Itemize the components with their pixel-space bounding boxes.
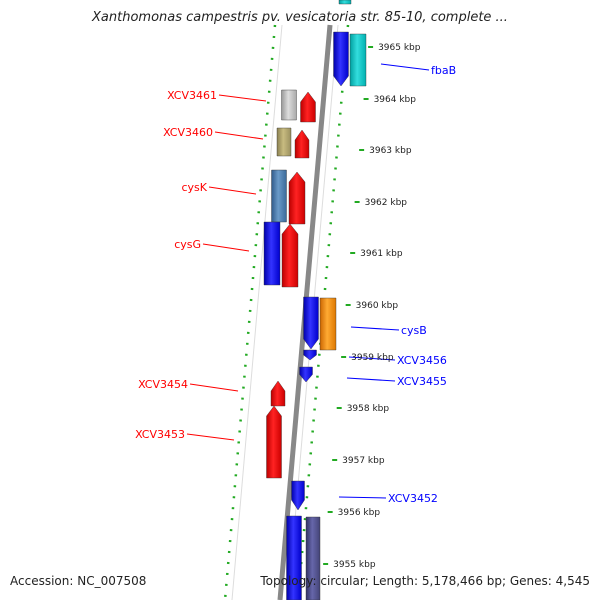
tick-label: 3963 kbp bbox=[369, 146, 412, 156]
leader-xcv3452 bbox=[338, 496, 387, 499]
gene-label-xcv3454: XCV3454 bbox=[138, 378, 188, 391]
gene-label-xcv3460: XCV3460 bbox=[163, 126, 213, 139]
ring-boundary-inner-left bbox=[231, 24, 283, 600]
leader-cysg bbox=[202, 243, 250, 252]
tick-label: 3956 kbp bbox=[338, 508, 381, 518]
gene-feature-cysk-cds bbox=[271, 169, 287, 223]
map-title: Xanthomonas campestris pv. vesicatoria s… bbox=[92, 10, 508, 25]
tick-label: 3957 kbp bbox=[342, 456, 385, 466]
leader-cysk bbox=[208, 186, 257, 195]
ring-boundary-outer-left bbox=[223, 24, 277, 600]
gene-label-xcv3452: XCV3452 bbox=[388, 492, 438, 505]
kbp-tick-labels: 3965 kbp 3964 kbp 3963 kbp 3962 kbp 3961 kbp… bbox=[323, 43, 421, 570]
accession-text: Accession: NC_007508 bbox=[10, 574, 147, 588]
gene-label-xcv3453: XCV3453 bbox=[135, 428, 185, 441]
leader-xcv3456 bbox=[348, 356, 396, 361]
gene-feature-xcv3456 bbox=[303, 349, 317, 361]
gene-feature-xcv3461 bbox=[300, 91, 316, 123]
gene-label-xcv3455: XCV3455 bbox=[397, 375, 447, 388]
topology-text: Topology: circular; Length: 5,178,466 bp… bbox=[260, 574, 590, 588]
gene-label-fbab: fbaB bbox=[431, 64, 456, 77]
gene-feature-top bbox=[338, 0, 352, 5]
tick-label: 3955 kbp bbox=[333, 560, 376, 570]
gene-feature-xcv3454 bbox=[270, 380, 286, 407]
gene-feature-xcv3461-cds bbox=[281, 89, 297, 121]
gene-label-xcv3456: XCV3456 bbox=[397, 354, 447, 367]
gene-feature-cysb-cds bbox=[303, 296, 319, 350]
leader-xcv3460 bbox=[214, 131, 264, 140]
gene-feature-xcv3453 bbox=[266, 405, 282, 479]
tick-label: 3960 kbp bbox=[356, 301, 399, 311]
gene-feature-bottom-b bbox=[305, 516, 321, 600]
gene-feature-xcv3460-cds bbox=[276, 127, 292, 157]
tick-label: 3962 kbp bbox=[365, 198, 408, 208]
gene-feature-xcv3452 bbox=[291, 480, 305, 511]
gene-label-xcv3461: XCV3461 bbox=[167, 89, 217, 102]
gene-label-cysg: cysG bbox=[174, 238, 201, 251]
gene-feature-fbab-cds bbox=[333, 31, 349, 87]
gene-feature-cysg bbox=[281, 223, 299, 288]
leader-xcv3461 bbox=[218, 94, 267, 102]
gene-feature-cysb bbox=[319, 297, 337, 351]
leader-xcv3454 bbox=[189, 383, 239, 392]
leader-xcv3455 bbox=[346, 377, 396, 382]
gene-labels: XCV3461 XCV3460 cysK cysG XCV3454 XCV3453 fbaB… bbox=[135, 64, 456, 505]
gene-feature-xcv3455 bbox=[299, 366, 313, 383]
gene-label-cysb: cysB bbox=[401, 324, 427, 337]
gene-feature-fbab bbox=[349, 33, 367, 87]
gene-feature-cysk bbox=[288, 171, 306, 225]
gene-feature-bottom-a bbox=[286, 515, 302, 600]
gene-feature-cysg-cds bbox=[263, 221, 281, 286]
tick-label: 3964 kbp bbox=[374, 95, 417, 105]
gene-label-cysk: cysK bbox=[181, 181, 207, 194]
gene-feature-xcv3460 bbox=[294, 129, 310, 159]
leader-fbab bbox=[380, 63, 430, 71]
gene-features bbox=[263, 0, 367, 600]
gene-label-leaders bbox=[186, 63, 430, 499]
tick-label: 3965 kbp bbox=[378, 43, 421, 53]
tick-label: 3958 kbp bbox=[347, 404, 390, 414]
leader-xcv3453 bbox=[186, 433, 235, 441]
tick-label: 3961 kbp bbox=[360, 249, 403, 259]
tick-label: 3959 kbp bbox=[351, 353, 394, 363]
leader-cysb bbox=[350, 326, 400, 331]
